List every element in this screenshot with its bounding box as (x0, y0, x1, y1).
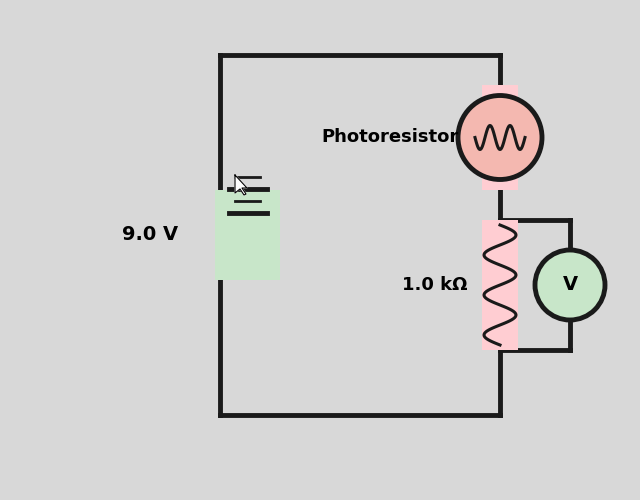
Bar (215, 190, 280, 280)
Polygon shape (235, 175, 247, 195)
Circle shape (535, 250, 605, 320)
Text: 9.0 V: 9.0 V (122, 226, 178, 244)
Circle shape (458, 96, 542, 180)
Text: Photoresistor: Photoresistor (321, 128, 459, 146)
Text: 1.0 kΩ: 1.0 kΩ (403, 276, 468, 294)
Text: V: V (563, 276, 577, 294)
Bar (482, 220, 518, 350)
Bar (482, 85, 518, 190)
